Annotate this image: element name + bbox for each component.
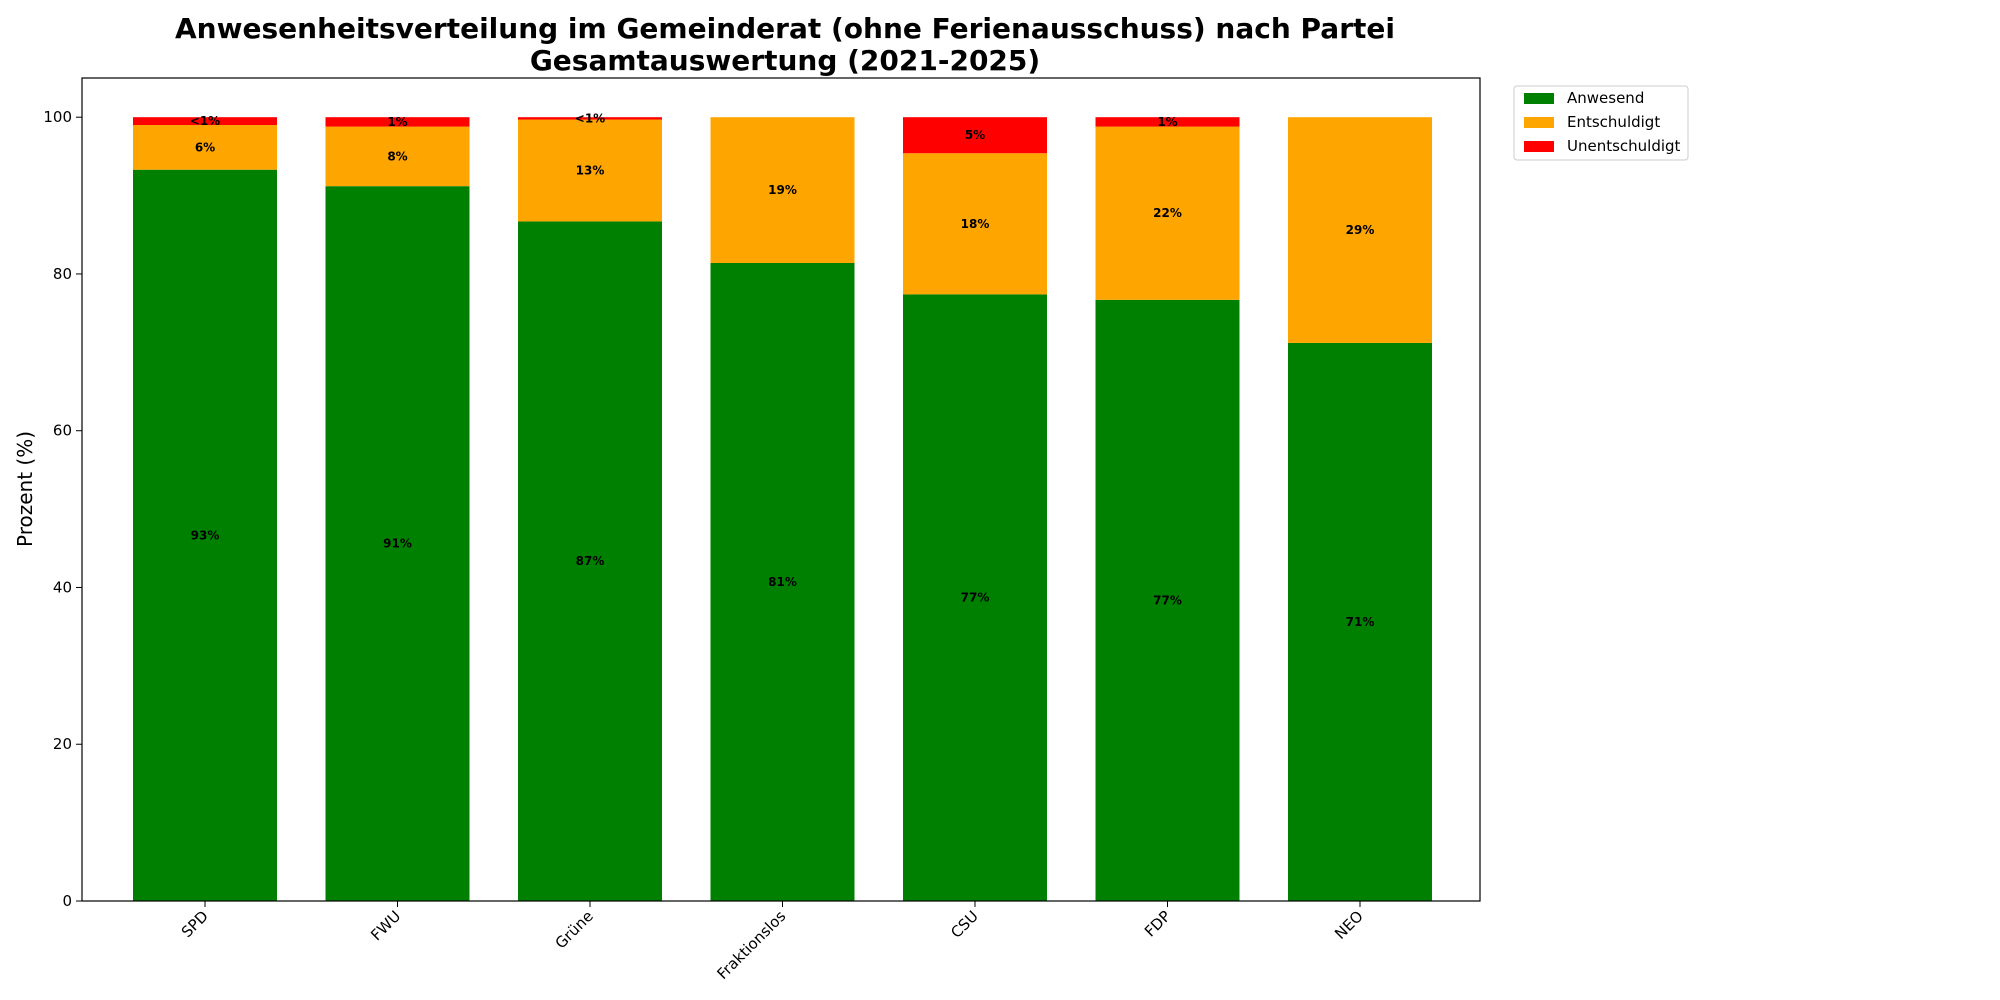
y-tick-label: 0 xyxy=(62,892,72,910)
legend: Anwesend Entschuldigt Unentschuldigt xyxy=(1513,85,1689,161)
x-tick-label-5: FDP xyxy=(1141,907,1174,940)
data-label-entschuldigt-6: 29% xyxy=(1346,223,1375,237)
bar-anwesend-4 xyxy=(903,294,1047,901)
bar-anwesend-3 xyxy=(710,262,855,902)
y-tick-label: 40 xyxy=(53,578,72,596)
legend-frame xyxy=(1513,85,1689,161)
data-label-anwesend-4: 77% xyxy=(961,591,990,605)
y-tick-label: 60 xyxy=(53,422,72,440)
legend-swatch-unentschuldigt xyxy=(1524,141,1554,152)
y-axis: 0 20 40 60 80 100 xyxy=(43,108,82,910)
bars-group xyxy=(133,117,1432,902)
bar-entschuldigt-6 xyxy=(1288,117,1432,343)
bar-entschuldigt-4 xyxy=(903,153,1047,295)
data-labels-group: 93% 6% <1% 91% 8% 1% 87% 13% <1% 81% 19% 77% 18% 5% 77… xyxy=(190,111,1375,629)
data-label-unentschuldigt-1: 1% xyxy=(387,115,407,129)
legend-label-unentschuldigt: Unentschuldigt xyxy=(1567,137,1681,155)
data-label-anwesend-3: 81% xyxy=(768,575,797,589)
bar-anwesend-5 xyxy=(1095,299,1240,901)
legend-label-entschuldigt: Entschuldigt xyxy=(1567,113,1660,131)
data-label-anwesend-1: 91% xyxy=(383,537,412,551)
bar-entschuldigt-5 xyxy=(1095,126,1240,300)
data-label-anwesend-6: 71% xyxy=(1346,615,1375,629)
y-tick-label: 100 xyxy=(43,108,72,126)
bar-unentschuldigt-1 xyxy=(325,117,470,127)
bar-anwesend-1 xyxy=(325,186,470,901)
data-label-entschuldigt-5: 22% xyxy=(1153,206,1182,220)
x-tick-label-2: Grüne xyxy=(552,907,597,952)
x-tick-label-1: FWU xyxy=(367,907,404,944)
data-label-anwesend-0: 93% xyxy=(191,528,220,542)
data-label-anwesend-2: 87% xyxy=(576,554,605,568)
bar-unentschuldigt-0 xyxy=(133,117,277,126)
legend-swatch-entschuldigt xyxy=(1524,117,1554,128)
bar-entschuldigt-0 xyxy=(133,125,277,170)
data-label-entschuldigt-2: 13% xyxy=(576,163,605,177)
bar-anwesend-0 xyxy=(133,169,277,902)
x-axis: SPD FWU Grüne Fraktionslos CSU FDP NEO xyxy=(178,901,1367,983)
y-tick-label: 80 xyxy=(53,265,72,283)
data-label-entschuldigt-4: 18% xyxy=(961,217,990,231)
data-label-unentschuldigt-0: <1% xyxy=(190,114,220,128)
bar-entschuldigt-3 xyxy=(710,117,855,263)
x-tick-label-6: NEO xyxy=(1331,907,1367,943)
bar-unentschuldigt-4 xyxy=(903,117,1047,154)
bar-unentschuldigt-5 xyxy=(1095,117,1240,127)
bar-entschuldigt-2 xyxy=(518,119,662,222)
data-label-unentschuldigt-5: 1% xyxy=(1157,115,1177,129)
data-label-unentschuldigt-4: 5% xyxy=(965,128,985,142)
bar-anwesend-2 xyxy=(518,221,662,902)
plot-frame xyxy=(81,77,1481,902)
data-label-anwesend-5: 77% xyxy=(1153,593,1182,607)
y-tick-label: 20 xyxy=(53,735,72,753)
data-label-entschuldigt-1: 8% xyxy=(387,149,407,163)
data-label-entschuldigt-3: 19% xyxy=(768,183,797,197)
data-label-unentschuldigt-2: <1% xyxy=(575,111,605,125)
x-tick-label-0: SPD xyxy=(178,907,212,941)
y-axis-label: Prozent (%) xyxy=(13,431,37,547)
bar-unentschuldigt-2 xyxy=(518,117,662,120)
legend-swatch-anwesend xyxy=(1524,93,1554,104)
x-tick-label-4: CSU xyxy=(947,907,982,942)
bar-entschuldigt-1 xyxy=(325,126,470,187)
legend-label-anwesend: Anwesend xyxy=(1567,89,1644,107)
chart-subtitle: Gesamtauswertung (2021-2025) xyxy=(530,44,1040,77)
x-tick-label-3: Fraktionslos xyxy=(713,907,789,983)
data-label-entschuldigt-0: 6% xyxy=(195,140,215,154)
chart-title: Anwesenheitsverteilung im Gemeinderat (o… xyxy=(175,12,1395,45)
bar-anwesend-6 xyxy=(1288,342,1432,901)
